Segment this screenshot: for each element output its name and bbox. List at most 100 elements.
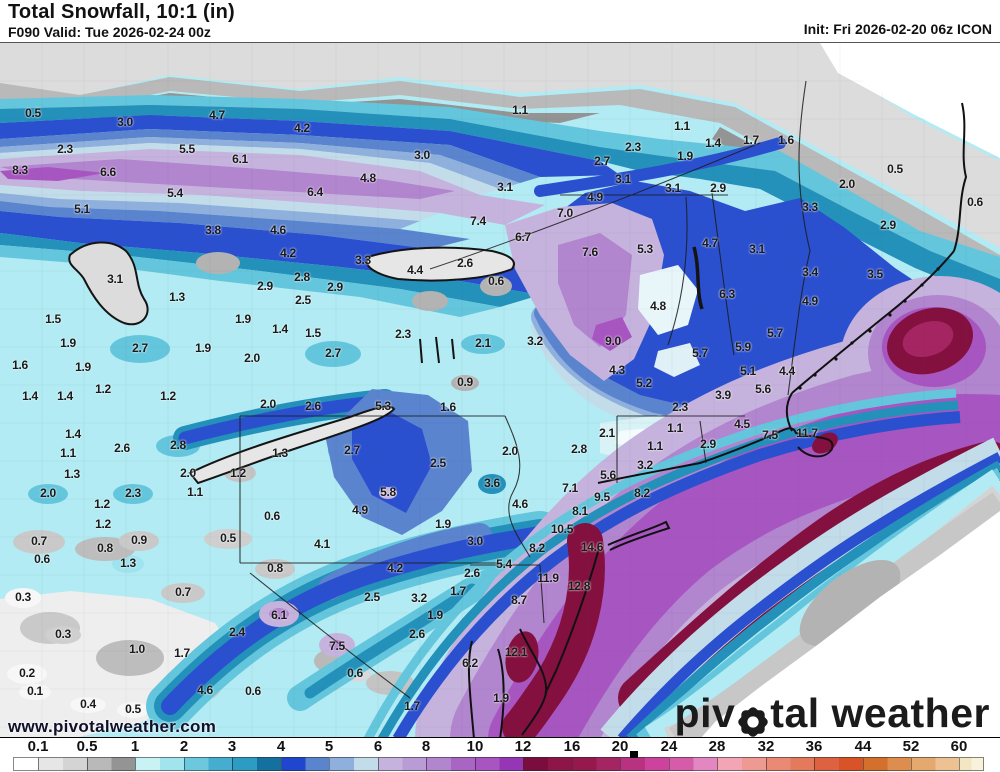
- map-value-label: 1.7: [450, 584, 466, 598]
- map-value-label: 4.8: [360, 171, 376, 185]
- map-value-label: 2.1: [599, 426, 615, 440]
- map-value-label: 2.3: [57, 142, 73, 156]
- colorbar-segment: [863, 757, 911, 771]
- swath-northwest-fringe: [364, 388, 961, 737]
- map-value-label: 2.6: [464, 566, 480, 580]
- colorbar-segment: [329, 757, 378, 771]
- map-value-label: 5.1: [740, 364, 756, 378]
- great-lakes: [68, 241, 704, 485]
- logo-text-right: tal weather: [770, 690, 990, 736]
- map-value-label: 5.6: [755, 382, 771, 396]
- map-value-label: 4.9: [802, 294, 818, 308]
- colorbar-tick-label: 0.1: [27, 738, 49, 755]
- colorbar-tick-label: 2: [179, 738, 189, 755]
- map-value-label: 7.5: [329, 639, 345, 653]
- map-value-label: 3.3: [802, 200, 818, 214]
- map-value-label: 2.7: [594, 154, 610, 168]
- west-snow-bands: [0, 95, 620, 317]
- map-value-label: 1.6: [12, 358, 28, 372]
- map-value-label: 2.4: [229, 625, 245, 639]
- snowfall-colorbar: 0.1 0.5 1 2 3 4 5 6 8 10 12 16 20 24 28 32 36 44 52 60: [0, 738, 1000, 772]
- map-value-label: 1.1: [674, 119, 690, 133]
- county-lines-texture: [0, 43, 1000, 737]
- map-value-label: 1.1: [512, 103, 528, 117]
- colorbar-segment: [426, 757, 475, 771]
- colorbar-segment: [135, 757, 184, 771]
- map-value-label: 4.5: [734, 417, 750, 431]
- map-value-label: 1.9: [427, 608, 443, 622]
- map-value-label: 0.6: [488, 274, 504, 288]
- colorbar-segment: [669, 757, 717, 771]
- map-value-label: 1.2: [160, 389, 176, 403]
- map-value-label: 5.5: [179, 142, 195, 156]
- map-value-label: 8.2: [529, 541, 545, 555]
- colorbar-segment: [13, 757, 38, 771]
- map-value-label: 1.4: [22, 389, 38, 403]
- colorbar-segment: [475, 757, 523, 771]
- colorbar-tick-label: 32: [757, 738, 775, 755]
- map-value-label: 1.9: [195, 341, 211, 355]
- map-value-label: 6.4: [307, 185, 323, 199]
- map-value-label: 1.4: [705, 136, 721, 150]
- map-value-label: 1.0: [129, 642, 145, 656]
- map-value-label: 6.6: [100, 165, 116, 179]
- map-value-label: 2.6: [305, 399, 321, 413]
- map-value-label: 2.6: [114, 441, 130, 455]
- map-value-label: 4.1: [314, 537, 330, 551]
- map-value-label: 0.5: [887, 162, 903, 176]
- map-value-label: 2.0: [839, 177, 855, 191]
- map-value-label: 7.0: [557, 206, 573, 220]
- map-value-label: 9.5: [594, 490, 610, 504]
- map-header: Total Snowfall, 10:1 (in) F090 Valid: Tu…: [0, 0, 1000, 42]
- map-value-label: 0.2: [19, 666, 35, 680]
- colorbar-segment: [572, 757, 620, 771]
- map-value-label: 5.3: [375, 399, 391, 413]
- valid-time-label: F090 Valid: Tue 2026-02-24 00z: [8, 24, 211, 40]
- map-value-label: 4.8: [650, 299, 666, 313]
- map-value-label: 1.4: [65, 427, 81, 441]
- map-value-label: 1.2: [230, 466, 246, 480]
- map-value-label: 0.6: [245, 684, 261, 698]
- colorbar-tick-label: 28: [708, 738, 726, 755]
- map-value-label: 5.7: [767, 326, 783, 340]
- map-value-label: 4.4: [779, 364, 795, 378]
- map-value-label: 2.3: [625, 140, 641, 154]
- map-value-label: 7.1: [562, 481, 578, 495]
- map-value-label: 1.9: [435, 517, 451, 531]
- colorbar-swatches: [0, 757, 1000, 772]
- map-value-label: 0.8: [267, 561, 283, 575]
- colorbar-segment: [959, 757, 984, 771]
- map-value-label: 1.3: [169, 290, 185, 304]
- map-value-label: 0.7: [175, 585, 191, 599]
- map-value-label: 12.8: [567, 579, 591, 593]
- colorbar-tick-label: 0.5: [76, 738, 98, 755]
- map-value-label: 1.7: [404, 699, 420, 713]
- map-value-label: 5.4: [496, 557, 512, 571]
- colorbar-tick-label: 1: [130, 738, 140, 755]
- map-value-label: 1.3: [120, 556, 136, 570]
- map-value-label: 3.2: [637, 458, 653, 472]
- map-value-label: 2.8: [294, 270, 310, 284]
- map-value-label: 0.4: [80, 697, 96, 711]
- map-value-label: 0.7: [31, 534, 47, 548]
- colorbar-max-marker: [630, 751, 638, 758]
- map-value-label: 1.9: [75, 360, 91, 374]
- map-value-label: 1.4: [57, 389, 73, 403]
- map-value-label: 5.3: [637, 242, 653, 256]
- map-value-label: 1.2: [95, 517, 111, 531]
- map-value-label: 0.9: [131, 533, 147, 547]
- colorbar-tick-label: 16: [563, 738, 581, 755]
- colorbar-tick-label: 12: [514, 738, 532, 755]
- map-value-label: 6.1: [232, 152, 248, 166]
- colorbar-segment: [232, 757, 281, 771]
- map-value-label: 9.0: [605, 334, 621, 348]
- map-value-label: 0.8: [97, 541, 113, 555]
- map-value-label: 2.7: [344, 443, 360, 457]
- map-value-label: 1.4: [272, 322, 288, 336]
- map-value-label: 2.3: [125, 486, 141, 500]
- map-value-label: 0.5: [220, 531, 236, 545]
- colorbar-segment: [38, 757, 87, 771]
- map-value-label: 2.0: [180, 466, 196, 480]
- colorbar-tick-labels: 0.1 0.5 1 2 3 4 5 6 8 10 12 16 20 24 28 32 36 44 52 60: [0, 738, 1000, 757]
